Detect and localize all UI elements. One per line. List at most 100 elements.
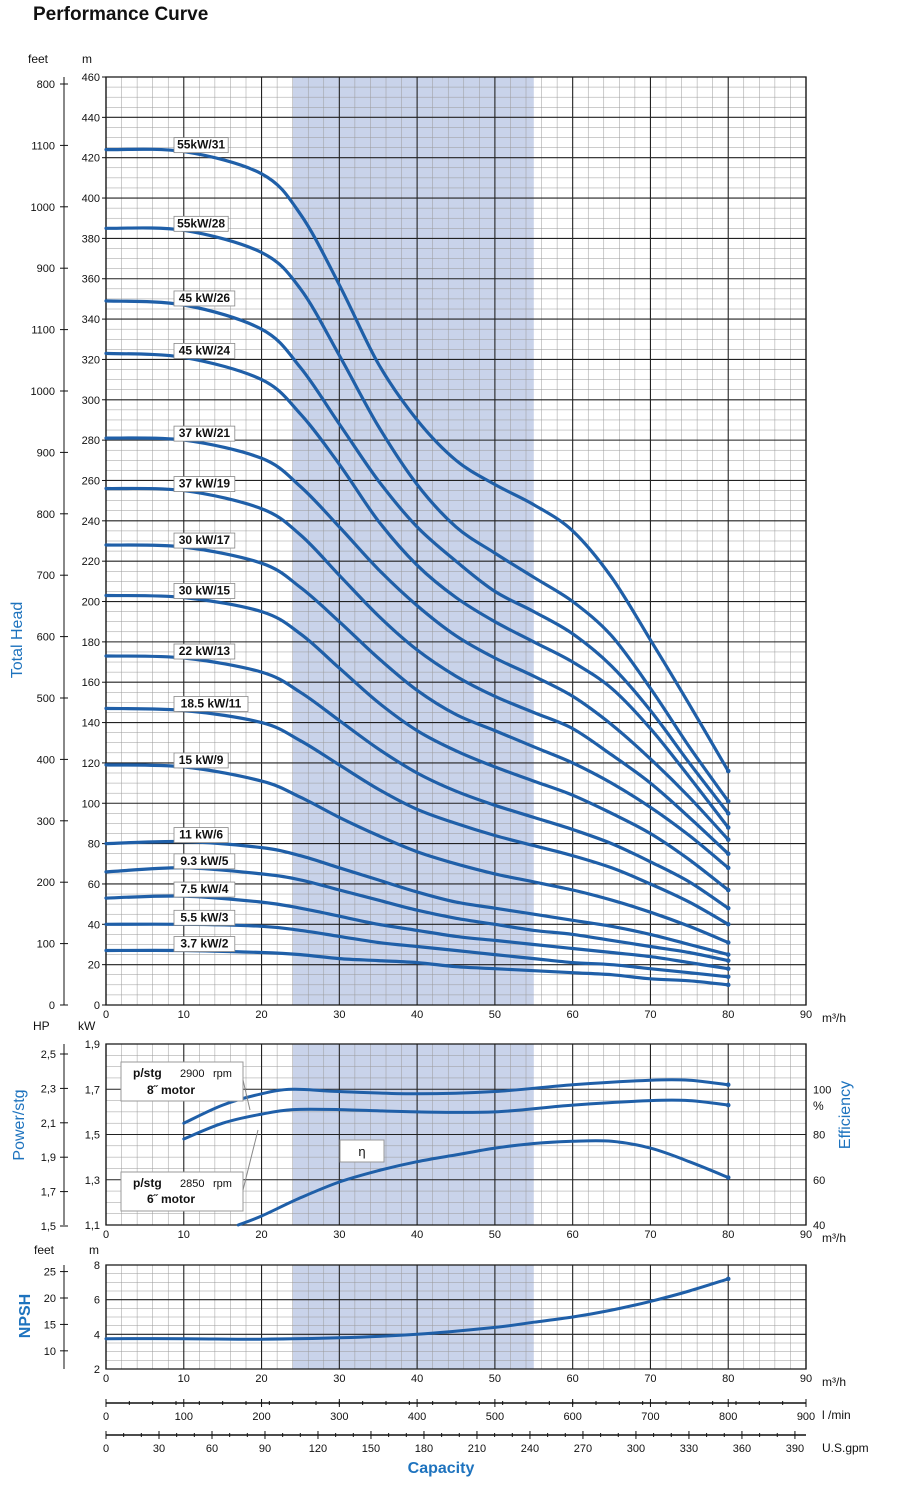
head-feet-tick-label: 1000 (31, 386, 55, 398)
head-feet-tick-label: 900 (37, 447, 55, 459)
npsh-feet-tick-label: 20 (44, 1293, 56, 1305)
efficiency-curve-end-point (725, 1175, 731, 1180)
head-x-tick-label: 40 (411, 1009, 423, 1021)
power-kw-tick-label: 1,1 (85, 1220, 100, 1232)
annotation-rpm: 2850 (180, 1178, 204, 1190)
npsh-x-tick-label: 10 (178, 1373, 190, 1385)
power-x-tick-label: 50 (489, 1229, 501, 1241)
head-x-tick-label: 10 (178, 1009, 190, 1021)
head-m-tick-label: 80 (88, 839, 100, 851)
head-feet-tick-label: 1000 (31, 202, 55, 214)
npsh-x-tick-label: 20 (255, 1373, 267, 1385)
head-curve (104, 486, 730, 856)
head-m-tick-label: 280 (82, 435, 100, 447)
power-hp-tick-label: 2,3 (41, 1083, 56, 1095)
curve-label-box (173, 476, 236, 492)
head-curve (104, 866, 730, 963)
efficiency-unit: % (813, 1099, 824, 1113)
head-feet-tick-label: 0 (49, 1000, 55, 1012)
curve-label-box (173, 827, 229, 843)
curve-label-box (173, 696, 249, 712)
head-x-tick-label: 60 (567, 1009, 579, 1021)
head-curve-end-point (725, 966, 731, 971)
head-m-tick-label: 420 (82, 153, 100, 165)
head-curve (104, 654, 730, 910)
npsh-x-tick-label: 30 (333, 1373, 345, 1385)
head-m-tick-label: 440 (82, 112, 100, 124)
curve-label-text: 15 kW/9 (179, 753, 224, 767)
head-curve (104, 543, 730, 870)
head-curve-end-point (725, 865, 731, 871)
efficiency-tick-label: 40 (813, 1220, 825, 1232)
npsh-x-tick-label: 90 (800, 1373, 812, 1385)
gpm-tick-label: 390 (786, 1443, 804, 1455)
curve-label-text: 37 kW/19 (179, 477, 231, 491)
head-curve-end-point (725, 922, 731, 927)
npsh-feet-unit: feet (34, 1243, 55, 1257)
head-curve-end-point (725, 952, 731, 957)
head-m-tick-label: 200 (82, 597, 100, 609)
head-curve-end-point (725, 887, 731, 893)
curve-label: 55kW/31 (173, 137, 229, 154)
npsh-x-tick-label: 60 (567, 1373, 579, 1385)
head-curve (104, 436, 730, 842)
power-x-tick-label: 0 (103, 1229, 109, 1241)
gpm-tick-label: 240 (521, 1443, 539, 1455)
curve-label: 37 kW/21 (173, 425, 236, 442)
head-curve-end-point (725, 982, 731, 988)
annotation-pstg: p/stg (133, 1176, 162, 1190)
gpm-tick-label: 270 (574, 1443, 592, 1455)
head-curve-end-point (725, 768, 731, 774)
annotation-pstg: p/stg (133, 1066, 162, 1080)
npsh-x-tick-label: 70 (644, 1373, 656, 1385)
curve-label-box (173, 137, 229, 154)
npsh-curve-end-point (725, 1276, 731, 1282)
head-feet-tick-label: 400 (37, 754, 55, 766)
head-x-tick-label: 50 (489, 1009, 501, 1021)
power-kw-unit: kW (78, 1019, 96, 1033)
head-x-tick-label: 70 (644, 1009, 656, 1021)
head-curve (104, 839, 730, 957)
curve-label: 9.3 kW/5 (173, 853, 236, 870)
head-x-tick-label: 30 (333, 1009, 345, 1021)
curve-label-text: 22 kW/13 (179, 644, 231, 658)
head-m-tick-label: 220 (82, 556, 100, 568)
annotation-box (339, 1139, 385, 1163)
head-m-tick-label: 180 (82, 637, 100, 649)
curve-label-text: 5.5 kW/3 (180, 910, 228, 924)
head-curve (104, 593, 730, 892)
power-x-tick-label: 90 (800, 1229, 812, 1241)
gpm-tick-label: 60 (206, 1443, 218, 1455)
lmin-tick-label: 100 (175, 1411, 193, 1423)
head-x-unit: m³/h (822, 1011, 846, 1025)
curve-label-box (173, 909, 236, 926)
npsh-m-tick-label: 6 (94, 1295, 100, 1307)
head-curve-end-point (725, 837, 731, 842)
curve-label: 3.7 kW/2 (173, 936, 236, 952)
head-m-tick-label: 100 (82, 798, 100, 810)
gpm-tick-label: 30 (153, 1443, 165, 1455)
gpm-tick-label: 0 (103, 1443, 109, 1455)
power-y-axis-label: Power/stg (11, 1089, 28, 1160)
npsh-x-tick-label: 40 (411, 1373, 423, 1385)
curve-label: 30 kW/17 (173, 532, 236, 549)
npsh-feet-tick-label: 15 (44, 1319, 56, 1331)
curve-label-text: 37 kW/21 (179, 426, 231, 440)
curve-label-text: 45 kW/24 (179, 343, 231, 357)
npsh-m-tick-label: 4 (94, 1329, 100, 1341)
curve-label-text: 45 kW/26 (179, 291, 231, 305)
curve-label-text: 3.7 kW/2 (180, 937, 228, 951)
annotation-box (120, 1171, 244, 1212)
lmin-tick-label: 600 (563, 1411, 581, 1423)
curve-label-box (173, 215, 229, 232)
efficiency-curve (236, 1139, 730, 1227)
head-m-tick-label: 160 (82, 677, 100, 689)
head-m-tick-label: 300 (82, 395, 100, 407)
head-feet-tick-label: 200 (37, 877, 55, 889)
power-hp-tick-label: 1,5 (41, 1221, 56, 1233)
curve-label: 37 kW/19 (173, 476, 236, 492)
head-curve (104, 226, 730, 803)
x-axis-label: Capacity (408, 1460, 475, 1477)
head-feet-tick-label: 100 (37, 939, 55, 951)
head-m-tick-label: 140 (82, 718, 100, 730)
